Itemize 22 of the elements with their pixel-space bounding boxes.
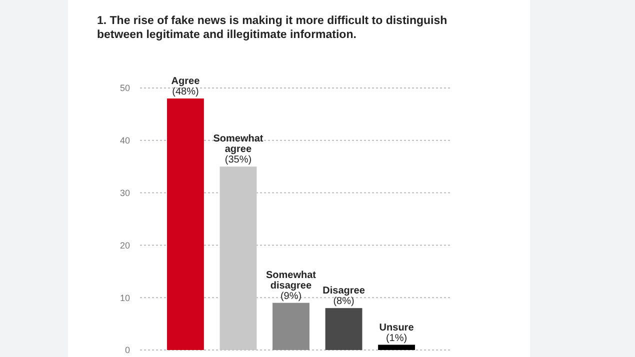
data-label: (48%)	[172, 86, 199, 98]
chart-title: 1. The rise of fake news is making it more difficult to distinguish between legitimate and illegitimate information.	[97, 15, 448, 41]
data-label: (1%)	[386, 332, 408, 344]
bar	[272, 302, 310, 350]
data-label: (8%)	[333, 296, 354, 308]
bar	[167, 98, 204, 350]
y-tick-label: 0	[124, 345, 130, 356]
y-tick-label: 20	[120, 240, 130, 250]
x-tick-label: Disagree	[322, 286, 366, 297]
y-tick-label: 30	[120, 188, 130, 198]
data-label: (9%)	[280, 290, 302, 302]
y-tick-label: 10	[120, 292, 130, 303]
y-tick-label: 40	[120, 136, 130, 146]
x-tick-label: Agree	[171, 76, 200, 87]
bar	[378, 344, 415, 350]
x-tick-label: Somewhat disagree	[266, 270, 317, 292]
y-tick-label: 50	[120, 83, 130, 94]
data-label: (35%)	[224, 154, 252, 166]
bar	[220, 166, 257, 350]
bar	[325, 308, 362, 350]
x-tick-label: Somewhat agree	[213, 134, 264, 156]
x-tick-label: Unsure	[379, 322, 414, 334]
